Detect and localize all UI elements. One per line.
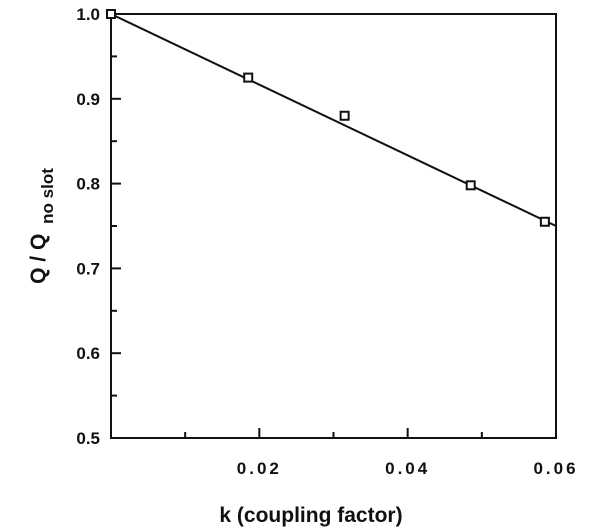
x-axis-title: k (coupling factor) xyxy=(219,504,402,527)
y-tick-label: 0.9 xyxy=(76,90,100,109)
plot-frame xyxy=(110,13,557,439)
data-points xyxy=(106,9,550,227)
x-tick-label: 0.02 xyxy=(237,459,282,478)
data-point xyxy=(339,110,350,121)
y-axis-title: Q / Q no slot xyxy=(27,168,57,284)
y-tick-label: 0.5 xyxy=(76,429,100,448)
data-point xyxy=(539,216,550,227)
y-tick-label: 0.7 xyxy=(76,259,100,278)
x-tick-label: 0.04 xyxy=(385,459,430,478)
y-tick-label: 0.6 xyxy=(76,344,100,363)
y-tick-label: 1.0 xyxy=(76,5,100,24)
y-axis-tick-labels: 0.5 0.6 0.7 0.8 0.9 1.0 xyxy=(76,5,100,448)
data-point xyxy=(465,180,476,191)
data-point xyxy=(106,9,116,19)
x-tick-label: 0.06 xyxy=(533,459,578,478)
data-point xyxy=(243,72,254,83)
x-axis-tick-labels: 0.02 0.04 0.06 xyxy=(237,459,578,478)
y-axis-ticks xyxy=(111,55,121,397)
x-axis-ticks xyxy=(184,428,557,438)
y-axis-title-main: Q / Q xyxy=(27,234,50,284)
linear-fit-line xyxy=(110,13,557,227)
y-tick-label: 0.8 xyxy=(76,175,100,194)
y-axis-title-subscript: no slot xyxy=(38,168,57,224)
